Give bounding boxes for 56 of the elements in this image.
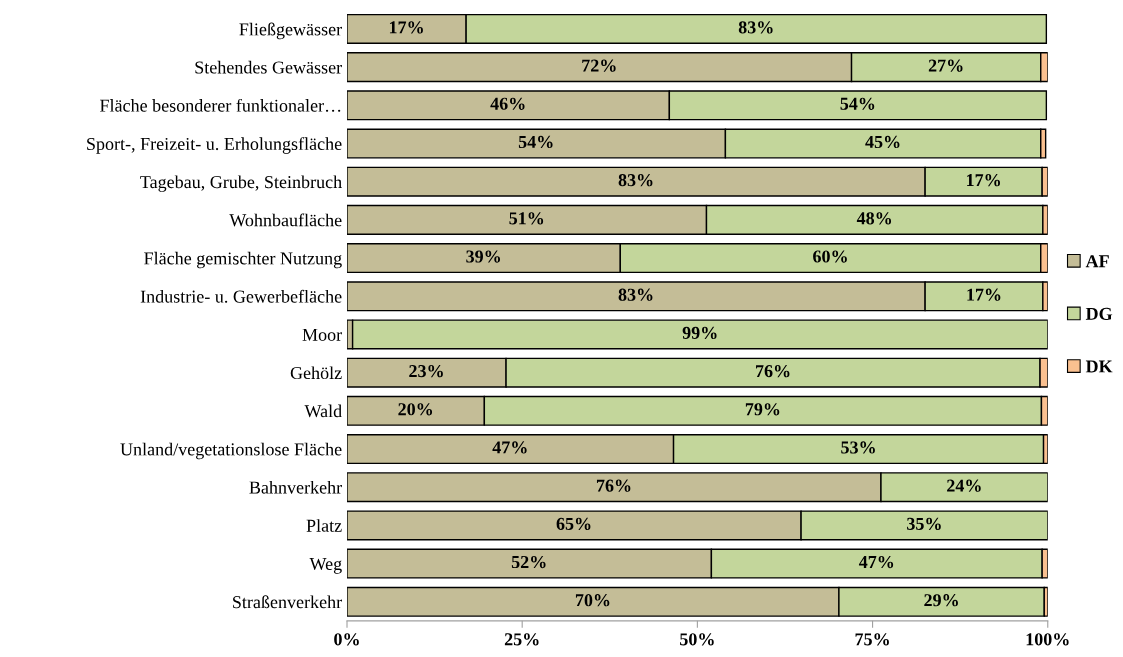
y-tick-label: Wohnbaufläche <box>229 213 342 227</box>
data-label: 54% <box>518 135 553 149</box>
y-tick-label: Wald <box>304 404 342 418</box>
x-tick-label: 0% <box>334 633 359 646</box>
x-tick-label: 75% <box>855 633 889 646</box>
data-label: 17% <box>967 174 1000 187</box>
x-tick-label: 50% <box>680 633 714 646</box>
y-tick-label: Unland/vegetationslose Fläche <box>120 442 342 460</box>
data-label: 72% <box>582 59 616 72</box>
data-label: 46% <box>490 97 525 110</box>
data-label: 47% <box>858 555 894 569</box>
bar <box>351 319 1048 350</box>
y-tick-label: Gehölz <box>290 366 342 380</box>
data-label: 17% <box>389 21 423 34</box>
data-label: 60% <box>813 250 847 263</box>
data-label: 54% <box>840 97 875 110</box>
data-label: 99% <box>682 326 717 340</box>
data-label: 35% <box>907 517 941 530</box>
y-tick-label: Stehendes Gewässer <box>195 60 342 74</box>
legend-label: AF <box>1085 255 1109 268</box>
data-label: 51% <box>509 212 544 225</box>
y-tick-label: Weg <box>309 558 342 574</box>
y-tick-label: Fläche besonderer funktionaler… <box>100 98 341 112</box>
data-label: 52% <box>511 555 546 569</box>
y-tick-label: Sport-, Freizeit- u. Erholungsfläche <box>87 137 342 154</box>
x-tick-label: 100% <box>1026 633 1069 646</box>
data-label: 65% <box>556 517 591 530</box>
data-label: 83% <box>618 174 653 187</box>
data-label: 76% <box>756 364 790 378</box>
data-label: 53% <box>841 441 875 454</box>
y-tick-label: Bahnverkehr <box>249 480 342 494</box>
y-tick-label: Straßenverkehr <box>233 595 342 609</box>
data-label: 70% <box>575 594 610 607</box>
legend-label: DG <box>1085 307 1113 320</box>
data-label: 39% <box>466 250 501 263</box>
data-label: 76% <box>596 479 631 492</box>
data-label: 45% <box>865 135 900 149</box>
legend-label: DK <box>1085 360 1113 373</box>
data-label: 79% <box>745 403 780 416</box>
y-tick-label: Fläche gemischter Nutzung <box>144 251 342 269</box>
data-label: 29% <box>924 594 958 607</box>
y-tick-label: Tagebau, Grube, Steinbruch <box>140 175 342 192</box>
data-label: 17% <box>967 288 1001 301</box>
x-tick-label: 25% <box>504 633 539 646</box>
data-label: 83% <box>618 288 653 301</box>
data-label: 27% <box>928 59 963 72</box>
data-label: 24% <box>947 479 981 492</box>
data-label: 23% <box>409 364 443 378</box>
y-tick-label: Fließgewässer <box>239 22 342 40</box>
y-tick-label: Moor <box>302 328 342 341</box>
data-label: 48% <box>856 212 892 225</box>
data-label: 20% <box>398 403 433 416</box>
y-tick-label: Industrie- u. Gewerbefläche <box>140 289 342 303</box>
y-tick-label: Platz <box>306 519 342 532</box>
data-label: 83% <box>738 21 773 34</box>
data-label: 47% <box>492 441 527 454</box>
